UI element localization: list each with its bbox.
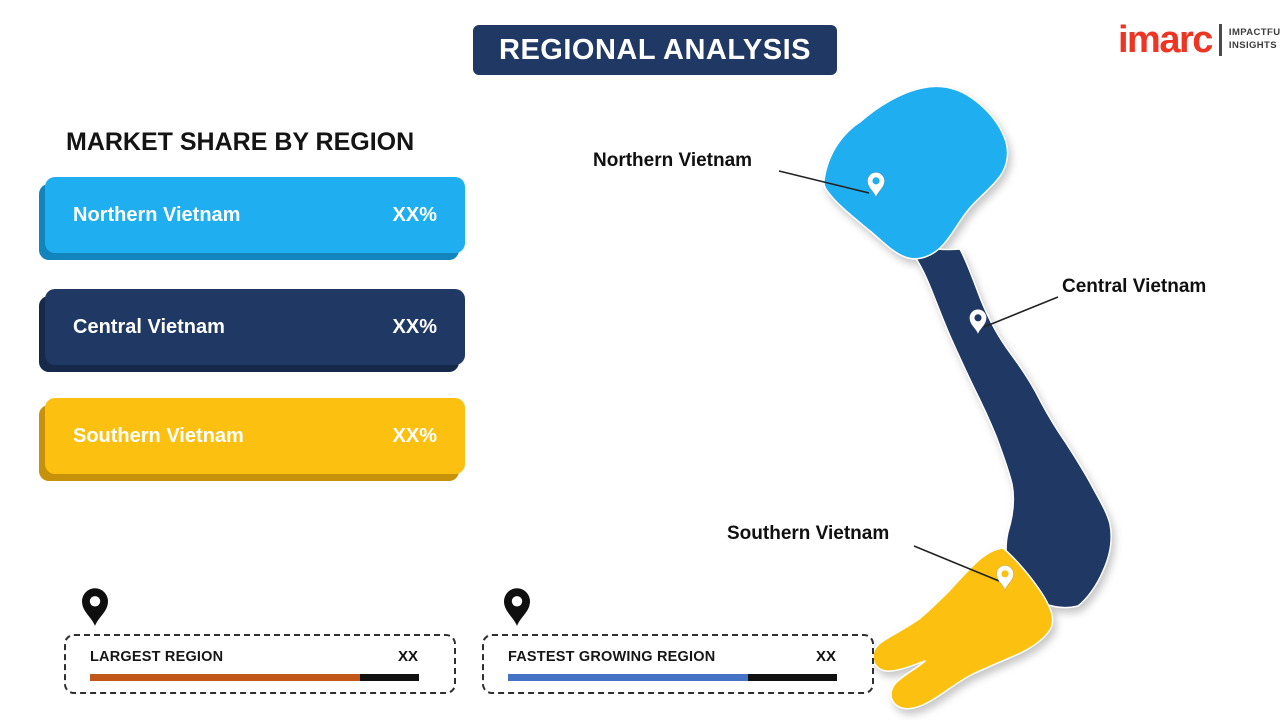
- share-card-value: XX%: [392, 315, 437, 338]
- map-region-southern-vietnam: [872, 547, 1054, 710]
- legend-bar-fill: [90, 674, 360, 681]
- map-pin-northern-icon: [867, 171, 885, 198]
- vietnam-map-shape: [823, 85, 1112, 710]
- legend-fastest-growing-bar: [508, 674, 837, 681]
- logo-tagline: IMPACTFUL INSIGHTS: [1229, 27, 1280, 53]
- legend-largest-region-value: XX: [397, 648, 418, 665]
- connector-line-northern: [778, 170, 870, 194]
- map-pin-southern-icon: [996, 564, 1014, 591]
- share-card-northern-vietnam: Northern Vietnam XX%: [45, 177, 465, 253]
- logo-tagline-line1: IMPACTFUL: [1228, 27, 1280, 39]
- market-share-heading: MARKET SHARE BY REGION: [66, 128, 415, 156]
- map-region-northern-vietnam: [823, 85, 1009, 260]
- page-title: REGIONAL ANALYSIS: [499, 33, 811, 66]
- map-label-southern-vietnam: Southern Vietnam: [727, 523, 890, 544]
- share-card-central-vietnam: Central Vietnam XX%: [45, 289, 465, 365]
- legend-fastest-growing-region: FASTEST GROWING REGION XX: [482, 634, 874, 694]
- connector-line-southern: [913, 545, 1000, 582]
- logo-brand-text: imarc: [1118, 18, 1213, 61]
- legend-largest-region-bar: [90, 674, 419, 681]
- legend-bar-fill: [508, 674, 749, 681]
- connector-line-central: [983, 296, 1059, 328]
- share-card-label: Southern Vietnam: [73, 424, 244, 447]
- imarc-logo: imarc IMPACTFUL INSIGHTS: [1118, 18, 1280, 61]
- share-card-southern-vietnam: Southern Vietnam XX%: [45, 398, 465, 474]
- share-card-label: Central Vietnam: [73, 315, 225, 338]
- legend-bar-end: [748, 674, 837, 681]
- share-card-label: Northern Vietnam: [73, 203, 241, 226]
- share-card-value: XX%: [392, 203, 437, 226]
- map-pin-central-icon: [969, 308, 987, 335]
- legend-fastest-growing-value: XX: [815, 648, 836, 665]
- legend-bar-end: [359, 674, 419, 681]
- legend-largest-region-label: LARGEST REGION: [90, 649, 224, 665]
- legend-largest-region: LARGEST REGION XX: [64, 634, 456, 694]
- logo-tagline-line2: INSIGHTS: [1228, 40, 1277, 51]
- title-banner: REGIONAL ANALYSIS: [473, 25, 837, 75]
- label-connector-lines: [778, 170, 1059, 582]
- largest-region-pin-icon: [82, 588, 108, 626]
- map-label-northern-vietnam: Northern Vietnam: [593, 150, 753, 171]
- map-label-central-vietnam: Central Vietnam: [1062, 276, 1207, 297]
- share-card-value: XX%: [392, 424, 437, 447]
- legend-fastest-growing-label: FASTEST GROWING REGION: [508, 649, 716, 665]
- fastest-growing-pin-icon: [504, 588, 530, 626]
- logo-divider: [1218, 24, 1222, 56]
